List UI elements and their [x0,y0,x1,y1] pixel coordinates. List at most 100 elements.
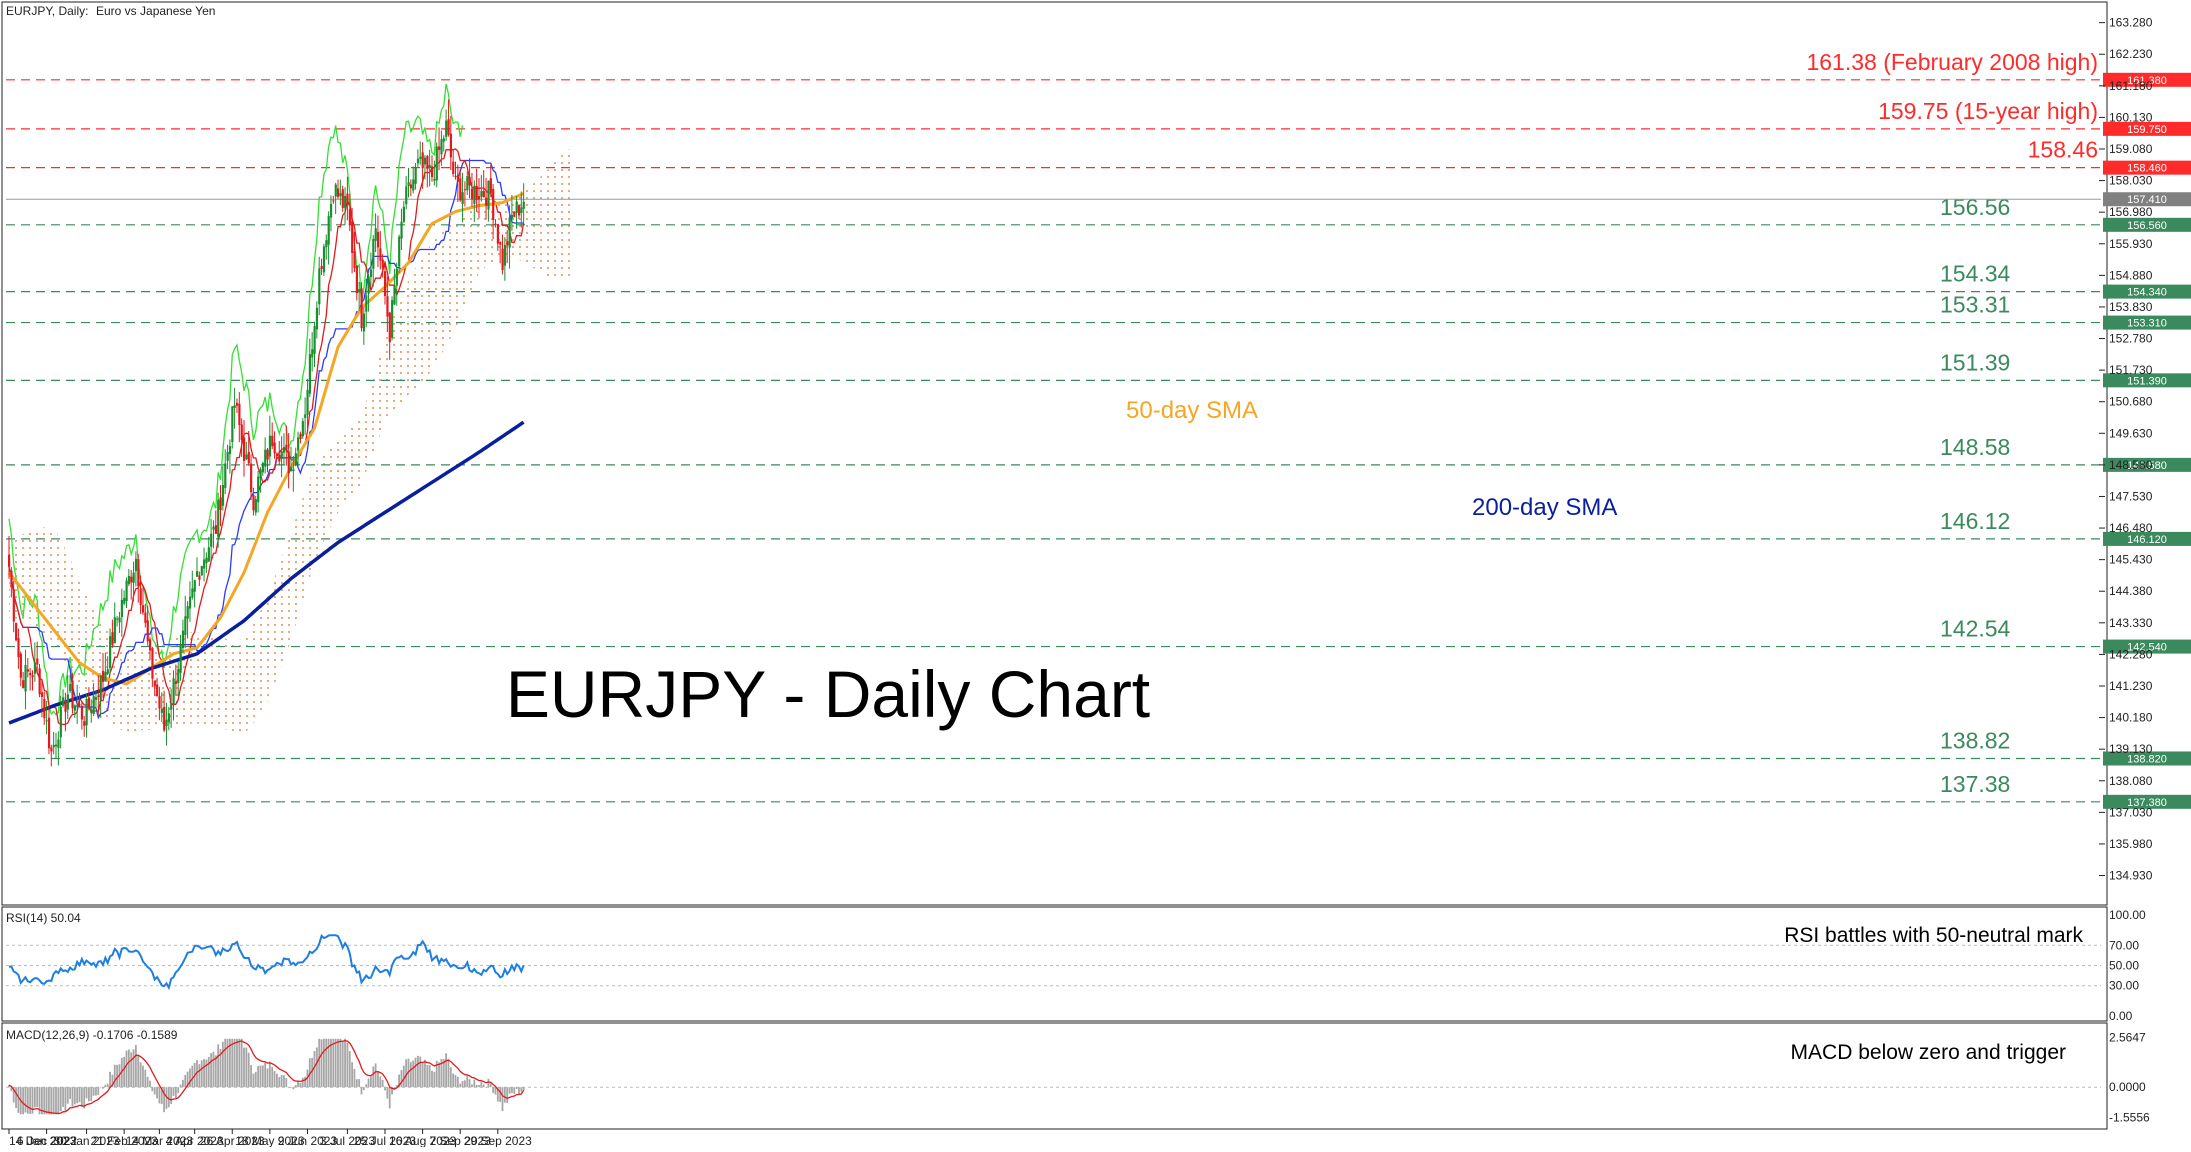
macd-bar-82 [200,1060,203,1088]
level-tag-bg-11 [2103,794,2191,809]
candle-body-218 [520,207,523,214]
level-label-2: 158.46 [2028,137,2098,163]
candle-body-140 [337,188,340,197]
level-tag-bg-2 [2103,160,2191,175]
macd-bar-205 [489,1083,492,1088]
candle-body-10 [31,675,34,678]
macd-tick-label-0: 2.5647 [2109,1030,2146,1044]
macd-bar-95 [231,1038,234,1088]
macd-bar-33 [85,1087,88,1099]
candle-body-21 [57,739,60,749]
candle-body-95 [231,406,234,443]
candle-body-108 [261,462,264,473]
sma200-line [8,420,525,725]
candle-body-41 [104,671,107,682]
macd-bar-0 [8,1085,10,1088]
macd-bar-40 [102,1087,104,1089]
macd-bar-189 [452,1073,455,1088]
candle-body-100 [243,437,246,461]
macd-bar-32 [83,1087,86,1109]
price-tick-label-10: 152.780 [2109,332,2153,346]
macd-bar-217 [518,1087,520,1095]
price-axis: 163.280 162.230 161.180 160.130 159.080 158.0… [2099,16,2153,883]
macd-bar-204 [487,1078,490,1088]
candle-body-24 [64,700,67,712]
level-label-9: 142.54 [1940,616,2011,642]
macd-bar-87 [212,1051,215,1088]
candle-body-211 [503,244,507,266]
macd-bar-203 [485,1087,487,1088]
macd-bar-101 [245,1047,248,1088]
macd-bar-109 [264,1062,267,1088]
candle-body-76 [186,606,189,619]
macd-bar-38 [97,1087,100,1096]
candle-body-198 [473,185,476,204]
macd-bar-168 [402,1065,405,1088]
candle-body-18 [50,747,53,752]
candle-body-63 [156,684,159,697]
candle-body-28 [73,705,76,711]
candle-body-126 [304,414,307,418]
level-label-5: 153.31 [1940,292,2010,318]
candle-body-163 [391,300,394,338]
macd-bar-187 [447,1058,450,1088]
level-label-1: 159.75 (15-year high) [1878,98,2098,124]
candle-body-81 [198,575,201,580]
price-tick-label-24: 138.080 [2109,774,2153,788]
candle-body-15 [43,698,46,719]
macd-bar-68 [167,1087,170,1108]
macd-bar-169 [405,1059,408,1088]
candle-body-66 [163,707,166,731]
macd-bar-176 [421,1062,424,1088]
macd-bar-28 [73,1087,76,1105]
candle-body-32 [83,721,86,726]
candle-body-141 [339,193,342,197]
price-tick-label-14: 148.580 [2109,458,2153,472]
candle-body-181 [433,178,436,181]
candle-body-165 [395,268,398,286]
macd-bar-209 [499,1087,502,1102]
candle-body-11 [33,662,37,674]
price-tick-label-16: 146.480 [2109,521,2153,535]
macd-bar-110 [266,1068,269,1088]
ichimoku-cloud [9,148,571,734]
candle-body-185 [442,138,445,142]
candle-body-1 [10,570,13,588]
candle-body-62 [153,680,156,687]
macd-bar-43 [109,1071,111,1088]
candle-body-90 [219,497,222,510]
macd-bar-98 [238,1038,241,1088]
candle-body-134 [322,246,326,273]
rsi-pane-frame [1,906,2108,1022]
time-tick-label-12: 7 Sep 2023 [430,1134,492,1147]
macd-bar-23 [62,1087,64,1107]
candle-body-61 [151,648,154,679]
candle-body-150 [360,288,363,329]
time-tick-label-4: 14 Mar 2023 [126,1134,194,1147]
macd-bar-75 [184,1074,187,1088]
candle-body-84 [205,557,208,563]
candle-body-208 [496,224,499,244]
macd-bar-218 [520,1087,523,1092]
macd-bar-194 [464,1080,466,1088]
chikou-span-line [8,83,464,716]
macd-bar-41 [104,1084,107,1088]
candle-body-31 [80,705,84,720]
candle-body-57 [141,605,145,613]
macd-bar-14 [41,1087,43,1115]
candle-body-176 [421,152,424,169]
macd-label: MACD(12,26,9) -0.1706 -0.1589 [6,1028,178,1042]
candle-body-104 [252,495,255,511]
macd-bar-15 [43,1087,46,1115]
level-tag-7: 148.580 [2127,460,2167,472]
candle-body-136 [327,216,330,245]
time-tick-label-3: 21 Feb 2023 [90,1134,158,1147]
candle-body-189 [452,161,455,174]
macd-bar-80 [196,1060,198,1088]
price-tick-label-1: 162.230 [2109,47,2153,61]
macd-bar-192 [459,1083,462,1088]
macd-bar-81 [198,1064,201,1088]
macd-bar-53 [132,1049,135,1088]
